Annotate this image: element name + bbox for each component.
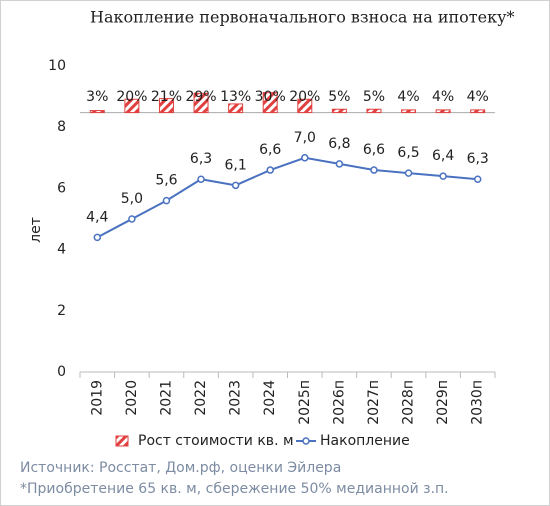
source-note: Источник: Росстат, Дом.рф, оценки Эйлера	[20, 460, 341, 476]
line-value-label: 6,3	[467, 151, 489, 167]
line-value-label: 7,0	[294, 130, 316, 146]
line-marker	[301, 154, 309, 162]
x-tick-label: 2030п	[470, 380, 486, 425]
bar-value-label: 13%	[220, 89, 251, 105]
line-marker	[128, 215, 136, 223]
bar	[470, 109, 486, 114]
bar	[124, 98, 140, 114]
y-tick-label: 2	[57, 303, 66, 319]
line-value-label: 6,5	[397, 145, 419, 161]
bar	[297, 98, 313, 114]
bar	[331, 108, 347, 114]
y-tick-label: 10	[48, 58, 66, 74]
bar-value-label: 30%	[255, 89, 286, 105]
line-value-label: 6,6	[363, 142, 385, 158]
x-tick-label: 2019	[89, 380, 105, 416]
line-marker	[231, 181, 240, 190]
line-marker	[197, 175, 205, 183]
bar-value-label: 5%	[328, 89, 350, 105]
line-marker	[162, 196, 171, 205]
x-tick-label: 2026п	[331, 380, 347, 425]
line-marker	[404, 169, 413, 177]
y-tick-label: 6	[57, 180, 66, 196]
line-value-label: 5,0	[121, 191, 143, 207]
y-tick-label: 0	[57, 364, 66, 380]
x-tick-label: 2027п	[366, 380, 382, 425]
bar-value-label: 20%	[289, 89, 320, 105]
chart-title: Накопление первоначального взноса на ипо…	[90, 8, 515, 27]
bar	[435, 109, 451, 114]
legend-label: Рост стоимости кв. м	[138, 433, 294, 449]
line-marker	[93, 233, 102, 242]
x-tick-label: 2020	[124, 380, 140, 416]
line-marker	[439, 172, 447, 180]
x-tick-label: 2023	[228, 380, 244, 416]
bar	[366, 108, 382, 114]
bar	[228, 103, 244, 114]
line-value-label: 6,6	[259, 142, 281, 158]
line-marker	[473, 175, 482, 183]
bar	[401, 109, 417, 114]
y-tick-label: 4	[57, 242, 66, 258]
x-tick-label: 2025п	[297, 380, 313, 425]
x-tick-label: 2024	[262, 380, 278, 416]
bar-value-label: 4%	[467, 89, 489, 105]
bar-value-label: 5%	[363, 89, 385, 105]
bar	[89, 110, 105, 114]
bar	[262, 92, 278, 114]
bar	[193, 92, 209, 114]
x-tick-label: 2021	[158, 380, 174, 416]
bar-value-label: 21%	[151, 89, 182, 105]
line-marker	[266, 166, 274, 174]
legend-swatch	[115, 435, 129, 447]
legend-label: Накопление	[320, 433, 410, 449]
line-marker	[370, 166, 378, 174]
bar-value-label: 29%	[185, 89, 216, 105]
line-value-label: 6,8	[328, 136, 350, 152]
bar-value-label: 4%	[432, 89, 454, 105]
bar-value-label: 4%	[397, 89, 419, 105]
line	[96, 156, 478, 239]
footnote: *Приобретение 65 кв. м, сбережение 50% м…	[20, 481, 449, 497]
bar-value-label: 20%	[116, 89, 147, 105]
x-tick-label: 2028п	[401, 380, 417, 425]
x-tick-label: 2022	[193, 380, 209, 416]
line-value-label: 4,4	[86, 209, 108, 225]
line-value-label: 5,6	[155, 173, 177, 189]
bar	[158, 98, 174, 114]
x-tick-label: 2029п	[435, 380, 451, 425]
line-value-label: 6,3	[190, 151, 212, 167]
line-marker	[335, 160, 344, 168]
line-value-label: 6,1	[224, 157, 246, 173]
y-tick-label: 8	[57, 119, 66, 135]
line-value-label: 6,4	[432, 148, 454, 164]
legend-marker	[302, 437, 310, 445]
bar-value-label: 3%	[86, 89, 108, 105]
y-axis-label: лет	[28, 217, 44, 243]
